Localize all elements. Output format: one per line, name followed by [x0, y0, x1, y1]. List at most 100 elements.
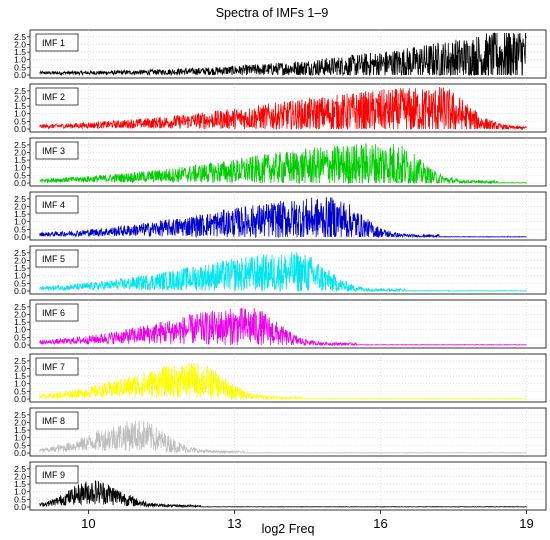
panel-frame: [29, 29, 547, 79]
imf-panel: 0.00.51.01.52.02.5 IMF 2: [14, 83, 547, 134]
panel-label-box: [35, 411, 79, 430]
panel-label: IMF 1: [42, 38, 65, 48]
y-tick-label: 0.0: [14, 502, 26, 512]
spectrum-trace: [39, 143, 527, 185]
y-tick-label: 0.0: [14, 286, 26, 296]
panel-frame: [29, 83, 547, 133]
panel-label-box: [35, 195, 79, 214]
panel-label: IMF 8: [42, 416, 65, 426]
panel-label: IMF 5: [42, 254, 65, 264]
imf-panel: 0.00.51.01.52.02.5 IMF 6: [14, 299, 547, 350]
y-tick-label: 1.0: [14, 325, 26, 335]
imf-panel: 0.00.51.01.52.02.5 IMF 1: [14, 29, 547, 80]
panel-label-box: [35, 465, 79, 484]
panel-label-box: [35, 357, 79, 376]
y-tick-label: 0.0: [14, 70, 26, 80]
y-tick-label: 2.0: [14, 363, 26, 373]
imf-panel: 0.00.51.01.52.02.5 IMF 5: [14, 245, 547, 296]
y-tick-label: 2.5: [14, 464, 26, 474]
panel-frame: [29, 191, 547, 241]
y-tick-label: 0.0: [14, 232, 26, 242]
panel-frame: [29, 407, 547, 457]
panel-label: IMF 4: [42, 200, 65, 210]
panel-frame: [29, 461, 547, 511]
y-tick-label: 1.5: [14, 101, 26, 111]
spectrum-trace: [39, 362, 527, 401]
panel-label: IMF 9: [42, 470, 65, 480]
x-tick-label: 19: [519, 516, 533, 531]
y-tick-label: 1.0: [14, 163, 26, 173]
y-tick-label: 1.0: [14, 433, 26, 443]
y-tick-label: 2.5: [14, 248, 26, 258]
imf-panel: 0.00.51.01.52.02.5 IMF 9: [14, 461, 547, 512]
y-tick-label: 2.5: [14, 302, 26, 312]
panel-frame: [29, 137, 547, 187]
spectrum-trace: [39, 197, 527, 239]
panel-label-box: [35, 33, 79, 52]
panel-label-box: [35, 249, 79, 268]
y-tick-label: 2.5: [14, 86, 26, 96]
spectrum-trace: [39, 32, 527, 77]
spectrum-trace: [39, 307, 527, 347]
panel-label: IMF 3: [42, 146, 65, 156]
panel-label-box: [35, 87, 79, 106]
y-tick-label: 0.5: [14, 170, 26, 180]
y-tick-label: 2.5: [14, 410, 26, 420]
x-tick-label: 13: [227, 516, 241, 531]
y-tick-label: 0.0: [14, 394, 26, 404]
y-tick-label: 1.0: [14, 217, 26, 227]
y-tick-label: 0.5: [14, 224, 26, 234]
y-tick-label: 1.5: [14, 479, 26, 489]
y-tick-label: 2.5: [14, 32, 26, 42]
panel-frame: [29, 245, 547, 295]
y-tick-label: 0.5: [14, 116, 26, 126]
y-tick-label: 1.5: [14, 371, 26, 381]
y-tick-label: 2.0: [14, 417, 26, 427]
panel-label: IMF 7: [42, 362, 65, 372]
y-tick-label: 2.0: [14, 201, 26, 211]
panel-label: IMF 2: [42, 92, 65, 102]
x-axis: 10 13 16 19: [81, 510, 534, 531]
y-tick-label: 0.0: [14, 448, 26, 458]
y-tick-label: 1.5: [14, 425, 26, 435]
panel-label: IMF 6: [42, 308, 65, 318]
y-tick-label: 1.0: [14, 109, 26, 119]
imf-panel: 0.00.51.01.52.02.5 IMF 3: [14, 137, 547, 188]
y-tick-label: 2.0: [14, 471, 26, 481]
imf-panel: 0.00.51.01.52.02.5 IMF 4: [14, 191, 547, 242]
y-tick-label: 0.5: [14, 440, 26, 450]
y-tick-label: 1.0: [14, 55, 26, 65]
y-tick-label: 1.5: [14, 47, 26, 57]
spectrum-trace: [39, 420, 527, 455]
y-tick-label: 1.0: [14, 379, 26, 389]
y-tick-label: 0.5: [14, 386, 26, 396]
panel-frame: [29, 299, 547, 349]
y-tick-label: 1.5: [14, 263, 26, 273]
y-tick-label: 2.0: [14, 93, 26, 103]
y-tick-label: 0.0: [14, 124, 26, 134]
chart-title: Spectra of IMFs 1–9: [216, 6, 329, 20]
x-axis-label: log2 Freq: [262, 522, 315, 536]
spectrum-trace: [39, 252, 527, 293]
y-tick-label: 1.5: [14, 317, 26, 327]
y-tick-label: 2.5: [14, 356, 26, 366]
x-tick-label: 16: [373, 516, 387, 531]
y-tick-label: 0.5: [14, 332, 26, 342]
x-tick-label: 10: [81, 516, 95, 531]
y-tick-label: 2.0: [14, 255, 26, 265]
imf-panel: 0.00.51.01.52.02.5 IMF 7: [14, 353, 547, 404]
spectrum-trace: [39, 480, 527, 509]
y-tick-label: 2.0: [14, 309, 26, 319]
y-tick-label: 2.0: [14, 39, 26, 49]
y-tick-label: 1.0: [14, 271, 26, 281]
panel-label-box: [35, 141, 79, 160]
y-tick-label: 0.5: [14, 62, 26, 72]
panel-label-box: [35, 303, 79, 322]
y-tick-label: 0.5: [14, 494, 26, 504]
spectrum-trace: [39, 87, 527, 131]
y-tick-label: 2.0: [14, 147, 26, 157]
y-tick-label: 2.5: [14, 194, 26, 204]
y-tick-label: 2.5: [14, 140, 26, 150]
